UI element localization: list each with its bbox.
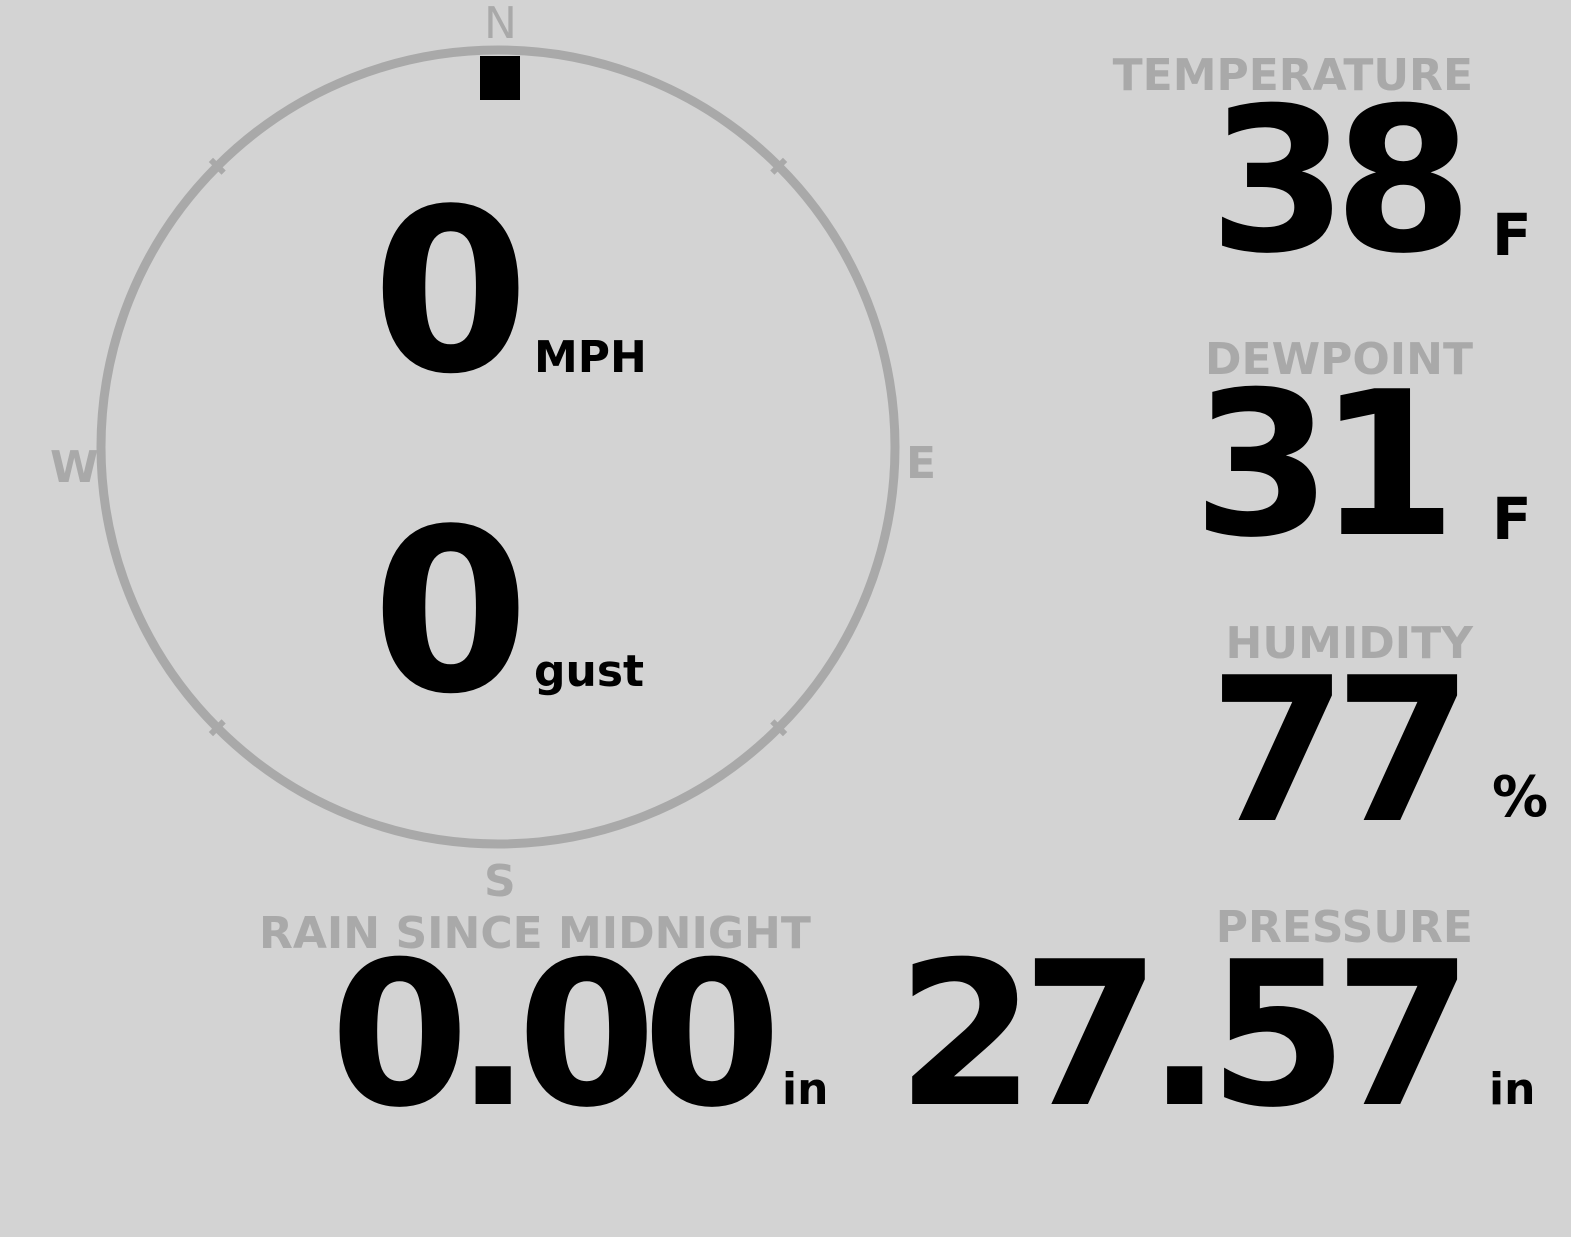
wind-speed-unit: MPH xyxy=(534,332,647,383)
compass-w: W xyxy=(50,442,99,493)
compass-n: N xyxy=(484,0,517,49)
compass-s: S xyxy=(484,856,516,907)
wind-gust-unit: gust xyxy=(534,646,645,697)
temperature-unit: F xyxy=(1492,201,1532,269)
wind-gust-value: 0 xyxy=(372,481,529,744)
pressure-label: PRESSURE xyxy=(1215,902,1473,953)
dewpoint-unit: F xyxy=(1492,485,1532,553)
rain-unit: in xyxy=(782,1064,829,1115)
wind-compass xyxy=(96,45,900,849)
temperature-label: TEMPERATURE xyxy=(1112,50,1473,101)
wind-direction-marker xyxy=(480,56,520,100)
pressure-value: 27.57 xyxy=(896,919,1473,1152)
rain-label: RAIN SINCE MIDNIGHT xyxy=(259,908,811,959)
dewpoint-label: DEWPOINT xyxy=(1205,334,1473,385)
compass-tick xyxy=(770,719,788,737)
wind-speed-value: 0 xyxy=(372,161,529,424)
compass-tick xyxy=(208,157,226,175)
compass-ring xyxy=(96,45,900,849)
humidity-unit: % xyxy=(1492,765,1549,830)
rain-value: 0.00 xyxy=(330,919,781,1152)
humidity-label: HUMIDITY xyxy=(1225,618,1473,669)
humidity-value: 77 xyxy=(1208,635,1473,868)
temperature-value: 38 xyxy=(1208,65,1473,298)
compass-tick xyxy=(770,157,788,175)
compass-e: E xyxy=(906,438,937,489)
dewpoint-value: 31 xyxy=(1192,349,1457,582)
pressure-unit: in xyxy=(1489,1064,1536,1115)
compass-tick xyxy=(208,719,226,737)
